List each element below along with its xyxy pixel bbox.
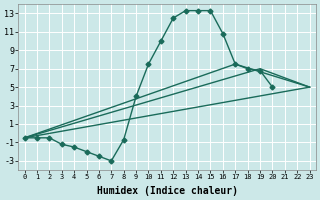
X-axis label: Humidex (Indice chaleur): Humidex (Indice chaleur)	[97, 186, 237, 196]
